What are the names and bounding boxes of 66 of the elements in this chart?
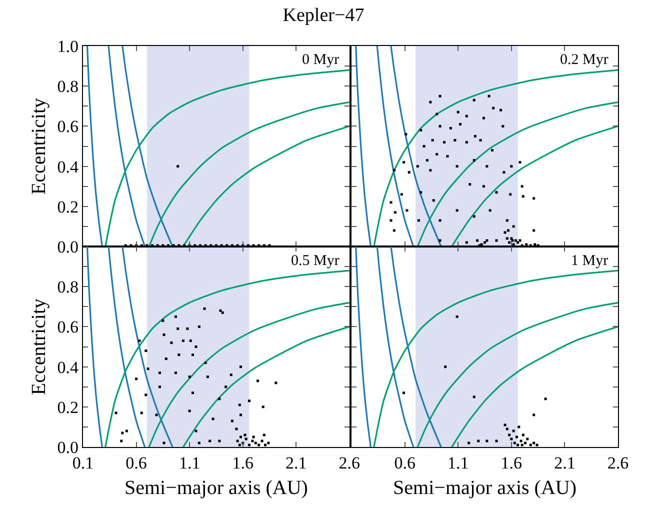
y-tick-label: 0.6 xyxy=(57,117,78,136)
point xyxy=(532,414,536,416)
x-tick-label: 1.1 xyxy=(178,454,200,472)
annotation: 0.5 Myr xyxy=(291,253,340,269)
point xyxy=(526,438,529,440)
line-series xyxy=(86,246,103,447)
y-tick-label: 0.2 xyxy=(57,197,78,216)
x-tick-label: 0.6 xyxy=(394,454,416,472)
x-axis-title: Semi−major axis (AU) xyxy=(124,477,308,499)
x-tick-label: 1.1 xyxy=(448,454,469,472)
y-axis-title: Eccentricity xyxy=(28,98,50,195)
y-tick-label: 0.0 xyxy=(57,237,78,256)
point xyxy=(512,430,515,432)
point xyxy=(486,440,488,442)
point xyxy=(504,424,506,426)
point xyxy=(544,398,547,400)
x-tick-label: 2.6 xyxy=(338,454,360,472)
x-tick-label: 1.6 xyxy=(232,454,254,472)
point xyxy=(536,444,538,446)
point xyxy=(524,442,527,444)
annotation: 0.2 Myr xyxy=(560,52,608,68)
line-series xyxy=(108,246,146,447)
point xyxy=(472,396,476,398)
y-tick-label: 0.6 xyxy=(57,318,78,337)
point xyxy=(532,442,536,444)
y-tick-label: 0.8 xyxy=(57,77,78,96)
x-tick-label: 0.6 xyxy=(126,454,147,472)
point xyxy=(513,442,516,444)
line-series xyxy=(104,69,350,246)
y-tick-label: 0.4 xyxy=(57,157,79,176)
line-series xyxy=(122,246,174,447)
point xyxy=(477,440,480,442)
point xyxy=(444,366,447,368)
line-series xyxy=(104,270,350,447)
point xyxy=(516,444,520,446)
y-tick-label: 0.4 xyxy=(57,358,79,377)
x-tick-label: 1.6 xyxy=(500,454,522,472)
point xyxy=(508,434,511,436)
point xyxy=(506,428,508,430)
chart-title: Kepler−47 xyxy=(282,5,364,26)
line-series xyxy=(182,326,350,447)
y-tick-label: 0.8 xyxy=(57,278,78,297)
y-tick-label: 0.2 xyxy=(57,398,78,417)
line-series xyxy=(148,302,350,447)
annotation: 0 Myr xyxy=(302,52,340,68)
point xyxy=(456,315,458,318)
line-series xyxy=(86,46,103,246)
x-axis-title: Semi−major axis (AU) xyxy=(393,477,577,499)
line-series xyxy=(182,125,350,246)
point xyxy=(522,434,524,436)
point xyxy=(468,442,470,444)
annotation: 1 Myr xyxy=(571,253,608,269)
x-tick-label: 2.1 xyxy=(286,454,307,472)
point xyxy=(402,392,406,394)
x-tick-label: 2.6 xyxy=(607,454,629,472)
y-tick-label: 1.0 xyxy=(57,36,78,56)
point xyxy=(520,440,522,442)
point xyxy=(529,444,532,446)
x-tick-label: 2.1 xyxy=(554,454,576,472)
point xyxy=(495,440,498,442)
point xyxy=(510,438,513,440)
point xyxy=(516,436,518,438)
point xyxy=(518,426,520,428)
line-series xyxy=(122,46,174,246)
point xyxy=(520,444,524,446)
y-axis-title: Eccentricity xyxy=(28,298,50,396)
